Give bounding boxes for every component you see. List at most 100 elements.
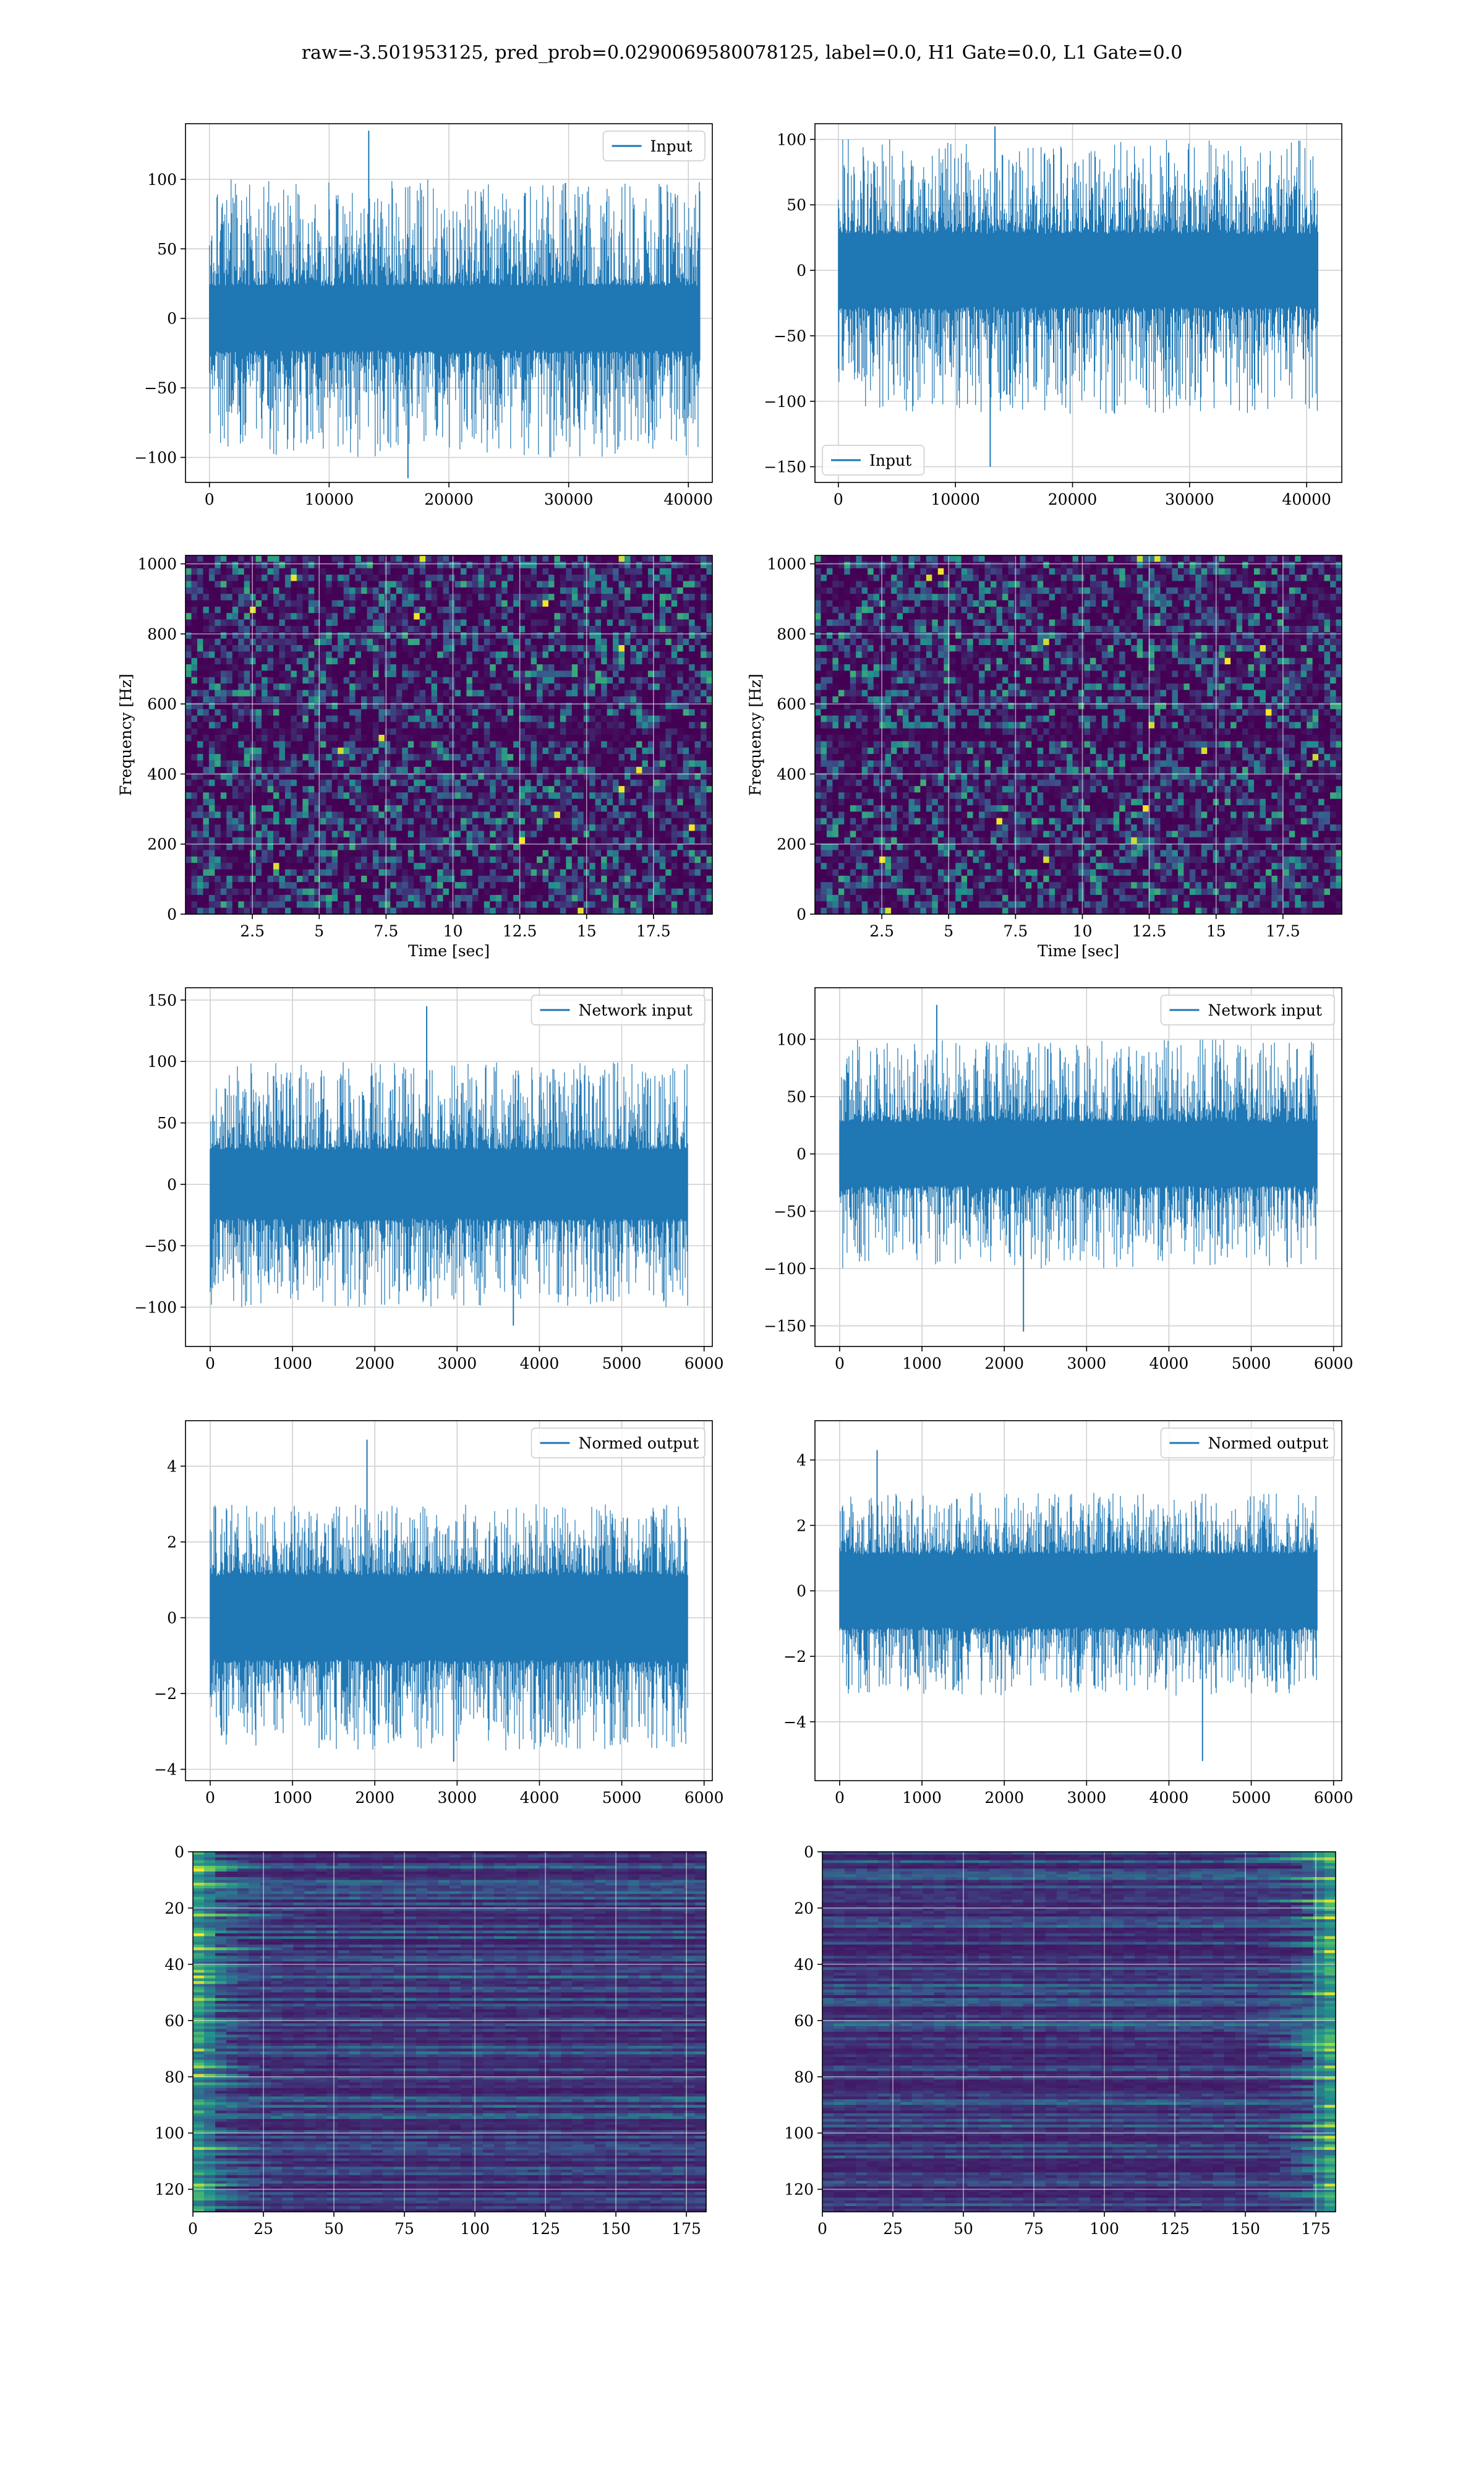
heatmap-cell bbox=[291, 818, 297, 825]
heatmap-cell bbox=[589, 657, 596, 665]
heatmap-cell bbox=[361, 575, 368, 582]
heatmap-cell bbox=[542, 773, 549, 781]
heatmap-cell bbox=[654, 594, 660, 601]
heatmap-cell bbox=[437, 875, 444, 883]
heatmap-cell bbox=[226, 670, 233, 678]
heatmap-cell bbox=[208, 581, 215, 588]
heatmap-cell bbox=[443, 811, 450, 819]
heatmap-cell bbox=[232, 625, 239, 633]
heatmap-cell bbox=[654, 683, 660, 691]
heatmap-cell bbox=[595, 606, 602, 614]
heatmap-cell bbox=[490, 760, 497, 768]
heatmap-cell bbox=[284, 882, 291, 889]
heatmap-cell bbox=[630, 619, 637, 627]
heatmap-cell bbox=[186, 882, 192, 889]
heatmap-cell bbox=[314, 651, 321, 659]
heatmap-cell bbox=[203, 779, 210, 787]
heatmap-cell bbox=[537, 696, 544, 703]
heatmap-cell bbox=[642, 632, 649, 640]
heatmap-cell bbox=[472, 869, 479, 876]
heatmap-cell bbox=[578, 875, 584, 883]
heatmap-cell bbox=[571, 600, 578, 607]
heatmap-cell bbox=[677, 773, 684, 781]
heatmap-cell bbox=[460, 728, 467, 735]
heatmap-cell bbox=[548, 709, 555, 716]
heatmap-cell bbox=[501, 779, 508, 787]
heatmap-cell bbox=[443, 568, 450, 575]
heatmap-cell bbox=[186, 735, 192, 742]
heatmap-cell bbox=[542, 651, 549, 659]
heatmap-cell bbox=[654, 625, 660, 633]
heatmap-cell bbox=[191, 824, 198, 831]
heatmap-cell bbox=[372, 709, 379, 716]
heatmap-cell bbox=[501, 888, 508, 896]
heatmap-cell bbox=[537, 562, 544, 569]
heatmap-cell bbox=[361, 581, 368, 588]
heatmap-cell bbox=[244, 792, 250, 800]
heatmap-cell bbox=[542, 863, 549, 870]
heatmap-cell bbox=[431, 844, 438, 851]
heatmap-cell bbox=[607, 677, 613, 684]
x-tick-label: 0 bbox=[205, 490, 215, 508]
heatmap-cell bbox=[659, 709, 666, 716]
x-tick-label: 0 bbox=[834, 490, 843, 508]
heatmap-cell bbox=[396, 606, 403, 614]
heatmap-cell bbox=[414, 907, 420, 915]
heatmap-cell bbox=[647, 555, 654, 562]
heatmap-cell bbox=[542, 606, 549, 614]
heatmap-cell bbox=[601, 587, 608, 594]
heatmap-cell bbox=[460, 625, 467, 633]
heatmap-cell bbox=[531, 703, 537, 710]
heatmap-cell bbox=[683, 824, 689, 831]
heatmap-cell bbox=[326, 575, 333, 582]
heatmap-cell bbox=[454, 587, 461, 594]
heatmap-cell bbox=[636, 779, 642, 787]
heatmap-cell bbox=[215, 715, 221, 722]
heatmap-cell bbox=[519, 600, 526, 607]
heatmap-cell bbox=[326, 722, 333, 729]
heatmap-cell bbox=[208, 657, 215, 665]
heatmap-cell bbox=[654, 856, 660, 863]
heatmap-cell bbox=[349, 683, 356, 691]
heatmap-cell bbox=[250, 875, 257, 883]
heatmap-cell bbox=[208, 882, 215, 889]
heatmap-cell bbox=[203, 703, 210, 710]
heatmap-cell bbox=[284, 728, 291, 735]
heatmap-cell bbox=[367, 785, 373, 793]
heatmap-cell bbox=[571, 811, 578, 819]
heatmap-cell bbox=[314, 606, 321, 614]
heatmap-cell bbox=[186, 850, 192, 857]
heatmap-cell bbox=[191, 850, 198, 857]
heatmap-cell bbox=[414, 677, 420, 684]
heatmap-cell bbox=[255, 613, 262, 620]
heatmap-cell bbox=[343, 613, 350, 620]
heatmap-cell bbox=[320, 741, 326, 748]
heatmap-cell bbox=[525, 562, 532, 569]
heatmap-cell bbox=[642, 754, 649, 761]
heatmap-cell bbox=[478, 568, 485, 575]
heatmap-cell bbox=[525, 805, 532, 812]
heatmap-cell bbox=[449, 645, 456, 652]
heatmap-cell bbox=[314, 824, 321, 831]
heatmap-cell bbox=[454, 638, 461, 646]
heatmap-cell bbox=[495, 773, 502, 781]
heatmap-cell bbox=[407, 613, 414, 620]
heatmap-cell bbox=[208, 619, 215, 627]
heatmap-cell bbox=[267, 850, 274, 857]
heatmap-cell bbox=[191, 683, 198, 691]
heatmap-cell bbox=[372, 606, 379, 614]
heatmap-cell bbox=[331, 766, 338, 774]
heatmap-cell bbox=[320, 844, 326, 851]
heatmap-cell bbox=[331, 901, 338, 909]
heatmap-cell bbox=[449, 670, 456, 678]
heatmap-cell bbox=[537, 850, 544, 857]
heatmap-cell bbox=[291, 632, 297, 640]
heatmap-cell bbox=[671, 651, 678, 659]
heatmap-cell bbox=[507, 703, 514, 710]
heatmap-cell bbox=[595, 811, 602, 819]
heatmap-cell bbox=[308, 863, 315, 870]
heatmap-cell bbox=[378, 683, 385, 691]
heatmap-cell bbox=[414, 703, 420, 710]
heatmap-cell bbox=[419, 594, 426, 601]
heatmap-cell bbox=[694, 760, 701, 768]
